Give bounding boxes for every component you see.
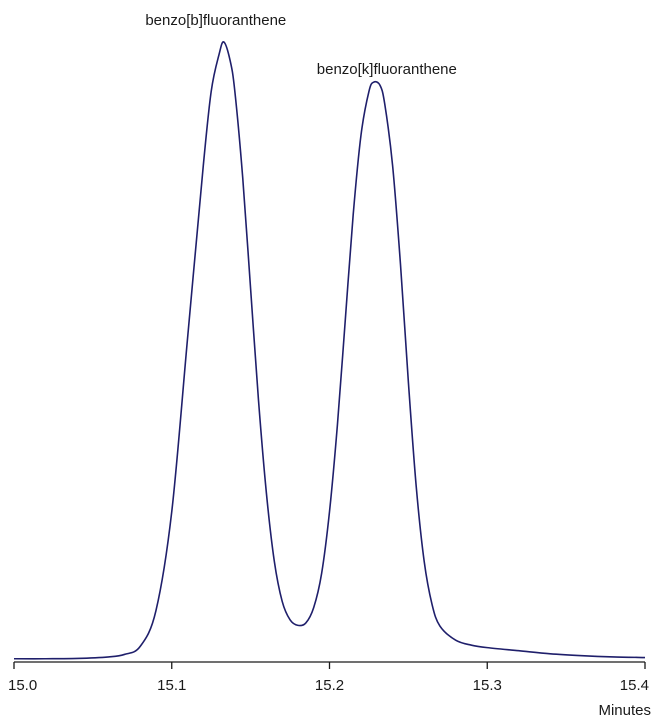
x-axis-title: Minutes [598, 702, 651, 719]
x-axis-ticks: 15.0 15.1 15.2 15.3 15.4 [8, 662, 649, 694]
x-tick-label-3: 15.3 [473, 677, 502, 694]
x-tick-label-0: 15.0 [8, 677, 37, 694]
chromatogram-trace-0 [13, 41, 646, 660]
plot-area [13, 41, 646, 660]
x-tick-label-2: 15.2 [315, 677, 344, 694]
x-tick-label-4: 15.4 [620, 677, 649, 694]
peak-label-benzo-b-fluoranthene: benzo[b]fluoranthene [145, 12, 286, 29]
x-tick-label-1: 15.1 [157, 677, 186, 694]
peak-label-benzo-k-fluoranthene: benzo[k]fluoranthene [317, 61, 457, 78]
